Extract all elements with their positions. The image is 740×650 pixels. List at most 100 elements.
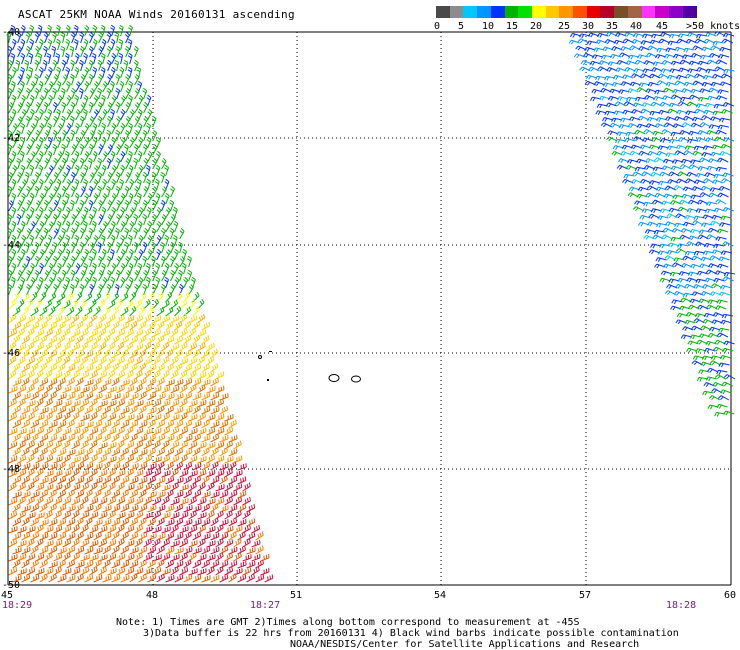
wind-barb [93,477,103,485]
wind-barb [57,350,67,359]
wind-barb [145,262,151,275]
wind-barb [21,462,31,471]
wind-barb [79,31,85,44]
wind-barb [44,412,53,422]
wind-barb [142,143,148,156]
wind-barb [658,109,670,115]
wind-barb [703,242,716,248]
wind-barb [206,413,216,422]
time-left: 18:29 [2,600,32,611]
wind-barb [98,356,107,366]
latitude-label: -50 [2,580,20,591]
wind-barb [97,59,103,72]
wind-barb [224,482,233,492]
wind-barb [116,496,126,506]
wind-barb [174,477,184,485]
wind-barb [70,87,76,100]
wind-barb [682,255,694,261]
wind-barb [12,405,21,415]
wind-barb [711,283,723,289]
wind-barb [118,38,124,51]
wind-barb [43,87,49,100]
wind-barb [88,101,94,114]
wind-barb [197,568,207,576]
wind-barb [670,165,682,171]
wind-barb [111,362,120,373]
wind-barb [47,150,53,163]
wind-barb [106,185,111,198]
wind-barb [71,412,80,422]
wind-barb [192,574,202,583]
wind-barb [722,172,734,178]
wind-barb [35,227,41,240]
wind-barb [71,497,81,506]
wind-barb [17,200,23,212]
wind-barb [143,454,153,464]
wind-barb [161,440,170,450]
wind-barb [39,477,49,485]
wind-barb [17,482,26,492]
wind-barb [66,291,74,303]
wind-barb [219,490,229,499]
wind-barb [686,101,699,107]
wind-barb [722,102,734,107]
wind-barb [643,129,655,135]
wind-barb [70,199,75,212]
wind-barb [242,482,251,492]
wind-barb [160,171,166,184]
wind-barb [61,157,67,170]
wind-barb [165,306,174,317]
wind-barb [92,206,97,219]
wind-barb [11,108,17,121]
wind-barb [25,73,31,86]
wind-barb [219,532,229,541]
wind-barb [183,391,193,401]
wind-barb [84,137,90,149]
wind-barb [631,108,643,114]
wind-barb [717,263,729,269]
wind-barb [170,283,176,296]
wind-barb [134,314,144,324]
wind-barb [161,186,167,198]
wind-barb [55,38,61,51]
wind-barb [44,483,54,492]
wind-barb [120,420,130,429]
wind-barb [233,525,243,534]
wind-barb [215,510,224,520]
wind-barb [683,81,695,87]
wind-barb [156,234,162,247]
wind-barb [111,419,120,429]
wind-barb [698,229,711,235]
wind-barb [21,532,31,541]
wind-barb [134,88,140,100]
wind-barb [89,454,98,464]
wind-barb [80,469,90,478]
wind-barb [56,206,62,219]
wind-barb [713,243,725,249]
wind-barb [142,213,148,226]
wind-barb [29,38,35,51]
wind-barb [156,476,166,485]
wind-barb [192,475,201,485]
wind-barb [98,412,107,422]
longitude-label: 54 [434,590,446,601]
wind-barb [107,568,117,576]
wind-barb [80,554,90,562]
wind-barb [197,399,207,408]
wind-barb [17,144,23,156]
wind-barb [626,96,638,102]
wind-barb [125,270,131,282]
wind-barb [129,137,135,149]
wind-barb [210,476,220,485]
wind-barb [8,427,18,436]
wind-barb [129,433,138,443]
wind-barb [143,299,151,310]
wind-barb [57,489,66,499]
wind-barb [52,255,58,268]
wind-barb [48,165,54,177]
wind-barb [125,385,135,394]
wind-barb [147,193,153,205]
wind-barb [125,370,134,380]
wind-barb [702,390,714,396]
wind-barb [649,39,661,45]
